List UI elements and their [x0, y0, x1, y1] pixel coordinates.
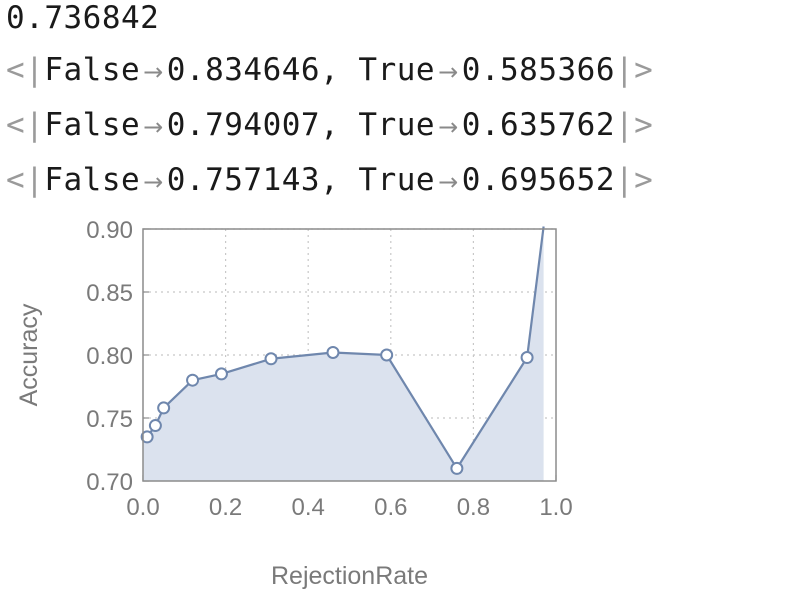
data-point — [450, 461, 464, 475]
x-tick-label: 1.0 — [539, 494, 572, 521]
tick-labels: 0.0 0.2 0.4 0.6 0.8 1.0 0.70 0.75 0.80 0.85 0.90 — [86, 217, 572, 521]
output-line-1: 0.736842 — [6, 0, 159, 36]
x-tick-label: 0.8 — [457, 494, 490, 521]
association-close: |> — [615, 52, 654, 88]
output-line-3: <|False →0.794007, True →0.635762|> — [6, 107, 653, 143]
association-open: <| — [6, 107, 45, 143]
true-value: 0.585366 — [461, 52, 615, 88]
association-close: |> — [615, 107, 654, 143]
false-key: False — [44, 107, 141, 143]
data-point — [264, 352, 278, 366]
true-value: 0.635762 — [461, 107, 615, 143]
true-value: 0.695652 — [461, 162, 615, 198]
output-line-4: <|False →0.757143, True →0.695652|> — [6, 162, 653, 198]
output-line-2: <|False →0.834646, True →0.585366|> — [6, 52, 653, 88]
data-point — [326, 345, 340, 359]
rule-arrow-icon: → — [143, 168, 164, 196]
true-key: True — [358, 107, 436, 143]
association-open: <| — [6, 162, 45, 198]
association-open: <| — [6, 52, 45, 88]
data-point — [520, 351, 534, 365]
data-point — [214, 367, 228, 381]
true-key: True — [358, 52, 436, 88]
data-point — [380, 348, 394, 362]
true-key: True — [358, 162, 436, 198]
false-key: False — [44, 162, 141, 198]
x-tick-label: 0.0 — [126, 494, 159, 521]
plot-frame — [142, 228, 557, 482]
rule-arrow-icon: → — [438, 58, 459, 86]
false-value: 0.757143, — [166, 162, 340, 198]
data-point — [186, 373, 200, 387]
x-tick-label: 0.4 — [292, 494, 325, 521]
data-point — [157, 401, 171, 415]
y-tick-label: 0.90 — [86, 217, 133, 244]
y-axis-label: Accuracy — [15, 303, 43, 406]
output-value: 0.736842 — [6, 0, 160, 36]
rule-arrow-icon: → — [143, 113, 164, 141]
y-tick-label: 0.70 — [86, 469, 133, 496]
false-key: False — [44, 52, 141, 88]
y-tick-label: 0.85 — [86, 280, 133, 307]
false-value: 0.794007, — [166, 107, 340, 143]
rule-arrow-icon: → — [143, 58, 164, 86]
x-tick-label: 0.2 — [209, 494, 242, 521]
false-value: 0.834646, — [166, 52, 340, 88]
data-point — [140, 430, 154, 444]
x-axis-label: RejectionRate — [271, 562, 428, 590]
rule-arrow-icon: → — [438, 113, 459, 141]
series-accuracy — [140, 226, 545, 475]
y-tick-label: 0.75 — [86, 406, 133, 433]
rule-arrow-icon: → — [438, 168, 459, 196]
x-tick-label: 0.6 — [374, 494, 407, 521]
data-point — [148, 419, 162, 433]
y-tick-label: 0.80 — [86, 343, 133, 370]
association-close: |> — [615, 162, 654, 198]
